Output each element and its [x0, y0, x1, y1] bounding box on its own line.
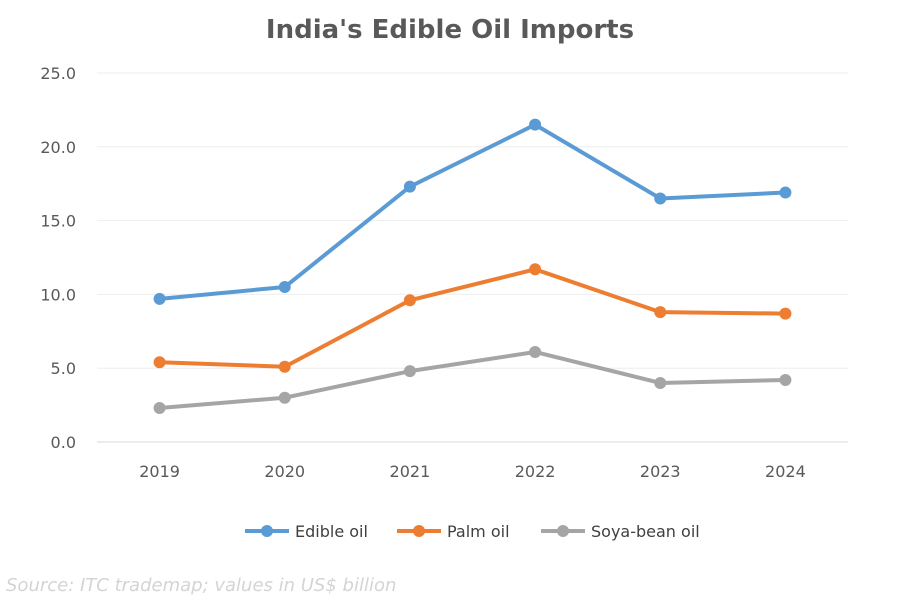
data-point: [529, 263, 542, 276]
legend-item: Edible oil: [245, 522, 368, 541]
data-point: [403, 180, 416, 193]
x-tick-label: 2022: [515, 462, 556, 481]
legend-label: Palm oil: [447, 522, 510, 541]
data-point: [278, 281, 291, 294]
data-point: [278, 391, 291, 404]
series-line: [157, 349, 788, 411]
gridlines: [97, 72, 848, 369]
data-point: [403, 365, 416, 378]
source-note: Source: ITC trademap; values in US$ bill…: [6, 575, 397, 596]
data-point: [403, 294, 416, 307]
data-point: [153, 292, 166, 305]
legend-label: Edible oil: [295, 522, 368, 541]
y-tick-label: 15.0: [40, 212, 76, 231]
legend: Edible oil Palm oil Soya-bean oil: [245, 522, 700, 541]
data-point: [654, 306, 667, 319]
data-point: [779, 374, 792, 387]
series-palm-oil: [153, 263, 792, 373]
series-line: [157, 267, 788, 369]
legend-label: Soya-bean oil: [591, 522, 700, 541]
x-tick-label: 2024: [765, 462, 806, 481]
data-point: [654, 192, 667, 205]
series-line: [157, 122, 788, 301]
data-point: [654, 376, 667, 389]
series-edible-oil: [153, 118, 792, 305]
chart-title: India's Edible Oil Imports: [266, 15, 634, 45]
series-soya-bean-oil: [153, 345, 792, 415]
legend-marker: [261, 525, 273, 537]
legend-item: Soya-bean oil: [541, 522, 700, 541]
data-point: [779, 186, 792, 199]
y-tick-label: 10.0: [40, 285, 76, 304]
legend-marker: [557, 525, 569, 537]
y-tick-label: 5.0: [51, 359, 76, 378]
y-axis-ticks: 0.0 5.0 10.0 15.0 20.0 25.0: [40, 64, 76, 452]
data-point: [153, 402, 166, 415]
x-axis-ticks: 2019 2020 2021 2022 2023 2024: [139, 462, 806, 481]
y-tick-label: 0.0: [51, 433, 76, 452]
data-point: [278, 360, 291, 373]
x-tick-label: 2020: [264, 462, 305, 481]
series-lines: [153, 118, 792, 415]
data-point: [779, 307, 792, 320]
y-tick-label: 25.0: [40, 64, 76, 83]
x-tick-label: 2023: [640, 462, 681, 481]
data-point: [153, 356, 166, 369]
legend-item: Palm oil: [397, 522, 510, 541]
x-tick-label: 2019: [139, 462, 180, 481]
y-tick-label: 20.0: [40, 138, 76, 157]
data-point: [529, 345, 542, 358]
data-point: [529, 118, 542, 131]
legend-marker: [413, 525, 425, 537]
x-tick-label: 2021: [390, 462, 431, 481]
